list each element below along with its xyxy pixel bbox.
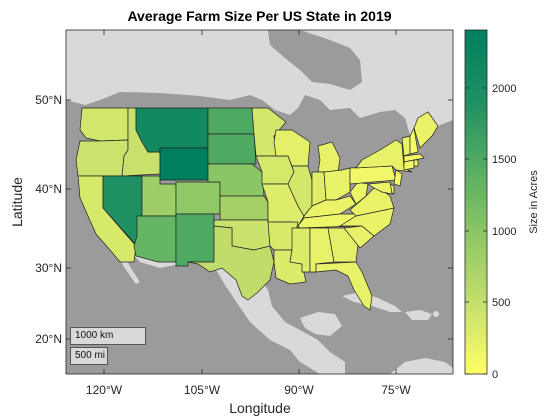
state-nj[interactable] [393,169,403,187]
yucatan [300,312,342,336]
lake-michigan [310,140,320,170]
state-ri[interactable] [413,159,419,167]
state-or[interactable] [75,139,129,177]
state-az[interactable] [133,215,177,263]
xtick-label: 105°W [184,383,221,397]
ytick-label: 40°N [35,182,62,196]
state-nd[interactable] [207,107,255,135]
colorbar [464,29,488,375]
state-ks[interactable] [219,195,269,221]
colorbar-tick-label: 2000 [492,83,516,95]
x-axis-label: Longitude [229,400,291,416]
state-nm[interactable] [175,213,215,267]
state-me[interactable] [413,111,439,149]
south-america [390,358,453,374]
ytick-label: 20°N [35,332,62,346]
state-layer [75,107,439,311]
state-co[interactable] [175,181,221,215]
state-nh[interactable] [409,126,419,155]
state-wa[interactable] [79,107,129,142]
hispaniola [405,310,432,320]
xtick-label: 90°W [284,383,314,397]
colorbar-ticks [465,87,487,375]
scalebar-mi: 500 mi [70,347,108,365]
chart-title: Average Farm Size Per US State in 2019 [127,8,392,24]
state-mt[interactable] [135,107,209,153]
state-md[interactable] [366,181,393,195]
mexico-landmass [100,215,345,374]
hudson-bay [268,30,362,90]
state-wy[interactable] [159,147,209,181]
cuba [342,292,402,312]
lake-huron [325,136,346,158]
state-fl[interactable] [315,261,373,311]
ytick-label: 30°N [35,261,62,275]
baja-california [106,222,140,284]
map-frame [65,29,454,375]
state-ct[interactable] [403,159,415,171]
state-tx[interactable] [187,225,275,301]
xtick-label: 120°W [86,383,123,397]
colorbar-tick-label: 1500 [492,154,516,166]
colorbar-tick-label: 0 [492,369,498,381]
y-axis-label: Latitude [9,177,25,227]
colorbar-label: Size in Acres [528,170,540,234]
state-ny[interactable] [355,139,413,173]
state-ma[interactable] [403,153,425,163]
lake-erie [338,160,360,172]
colorbar-tick-label: 1000 [492,226,516,238]
puerto-rico [433,311,439,317]
ytick-label: 50°N [35,93,62,107]
xtick-label: 75°W [381,383,411,397]
state-sd[interactable] [207,133,257,165]
axis-ticks [66,30,453,374]
colorbar-tick-label: 500 [492,297,510,309]
scalebar-km: 1000 km [70,327,146,345]
state-ia[interactable] [255,155,295,185]
